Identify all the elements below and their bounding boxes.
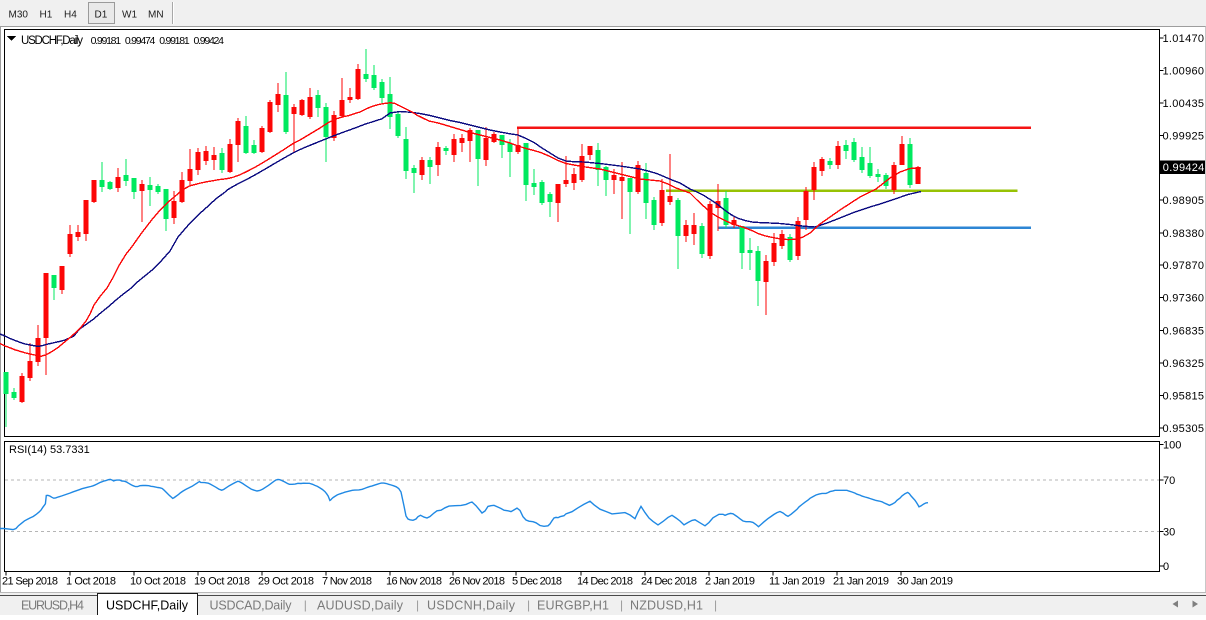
svg-text:21 Jan 2019: 21 Jan 2019 [833,576,889,588]
svg-text:29 Oct 2018: 29 Oct 2018 [258,576,314,588]
svg-text:0.99424: 0.99424 [1163,162,1205,174]
svg-text:USDCAD,Daily: USDCAD,Daily [210,599,293,613]
svg-text:0.96835: 0.96835 [1163,325,1205,337]
svg-text:|: | [304,598,307,612]
svg-text:0.99424: 0.99424 [194,35,225,47]
svg-text:AUDUSD,Daily: AUDUSD,Daily [317,599,404,613]
svg-text:EURUSD,H4: EURUSD,H4 [21,599,84,613]
svg-text:|: | [620,598,623,612]
svg-text:NZDUSD,H1: NZDUSD,H1 [630,599,703,613]
svg-text:14 Dec 2018: 14 Dec 2018 [577,576,633,588]
svg-text:USDCNH,Daily: USDCNH,Daily [427,599,516,613]
svg-text:MN: MN [148,10,164,21]
svg-text:5 Dec 2018: 5 Dec 2018 [512,576,562,588]
svg-text:70: 70 [1163,475,1175,487]
svg-text:0.95815: 0.95815 [1163,390,1205,402]
svg-text:D1: D1 [95,10,108,21]
svg-text:0.95305: 0.95305 [1163,423,1205,435]
svg-text:24 Dec 2018: 24 Dec 2018 [641,576,697,588]
svg-text:0.99181: 0.99181 [91,35,122,47]
svg-text:RSI(14) 53.7331: RSI(14) 53.7331 [9,444,90,456]
svg-text:0.97870: 0.97870 [1163,260,1205,272]
svg-text:1.00960: 1.00960 [1163,66,1205,78]
svg-text:30: 30 [1163,527,1175,539]
svg-text:26 Nov 2018: 26 Nov 2018 [449,576,505,588]
svg-text:16 Nov 2018: 16 Nov 2018 [386,576,442,588]
svg-text:M30: M30 [9,10,29,21]
svg-text:0.99925: 0.99925 [1163,131,1205,143]
svg-text:H1: H1 [40,10,53,21]
svg-text:W1: W1 [122,10,137,21]
svg-text:0.99474: 0.99474 [125,35,156,47]
svg-text:0.96325: 0.96325 [1163,358,1205,370]
svg-text:|: | [416,598,419,612]
svg-text:1.01470: 1.01470 [1163,33,1205,45]
svg-text:7 Nov 2018: 7 Nov 2018 [322,576,372,588]
svg-text:|: | [714,598,717,612]
svg-text:11 Jan 2019: 11 Jan 2019 [769,576,825,588]
svg-text:19 Oct 2018: 19 Oct 2018 [194,576,250,588]
svg-text:21 Sep 2018: 21 Sep 2018 [2,576,58,588]
svg-text:0.99181: 0.99181 [159,35,190,47]
svg-text:USDCHF,Daily: USDCHF,Daily [106,599,189,613]
svg-text:1 Oct 2018: 1 Oct 2018 [66,576,116,588]
svg-text:0.98380: 0.98380 [1163,228,1205,240]
svg-text:10 Oct 2018: 10 Oct 2018 [130,576,186,588]
svg-text:0.98905: 0.98905 [1163,195,1205,207]
svg-text:0.97360: 0.97360 [1163,292,1205,304]
svg-text:30 Jan 2019: 30 Jan 2019 [897,576,953,588]
svg-text:H4: H4 [64,10,77,21]
svg-text:USDCHF,Daily: USDCHF,Daily [21,35,83,47]
svg-text:100: 100 [1163,440,1181,452]
svg-text:0: 0 [1163,561,1169,573]
svg-text:1.00435: 1.00435 [1163,98,1205,110]
svg-text:2 Jan 2019: 2 Jan 2019 [705,576,755,588]
svg-text:|: | [527,598,530,612]
svg-text:EURGBP,H1: EURGBP,H1 [537,599,609,613]
